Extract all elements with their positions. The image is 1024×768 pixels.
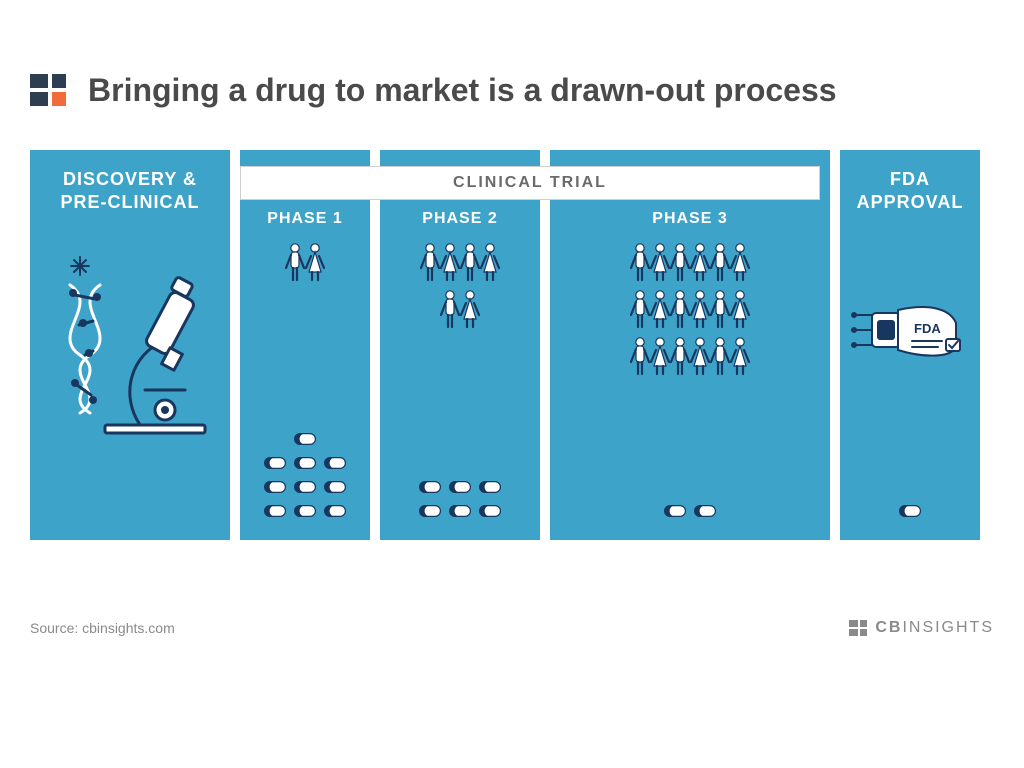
- panel-title-discovery: DISCOVERY & PRE-CLINICAL: [61, 168, 200, 215]
- footer-logo: CBINSIGHTS: [849, 618, 994, 638]
- panel-title-fda: FDA APPROVAL: [857, 168, 964, 215]
- phase1-people-icon: [285, 242, 325, 289]
- footer-brand-text: CBINSIGHTS: [875, 619, 994, 637]
- panel-phase3: PHASE 3: [550, 150, 830, 540]
- source-text: Source: cbinsights.com: [30, 620, 175, 636]
- phase3-label: PHASE 3: [652, 210, 727, 228]
- fda-pills-icon: [840, 504, 980, 522]
- svg-text:FDA: FDA: [914, 321, 941, 336]
- footer: Source: cbinsights.com CBINSIGHTS: [30, 618, 994, 638]
- header: Bringing a drug to market is a drawn-out…: [0, 0, 1024, 110]
- panel-fda: FDA APPROVAL FDA: [840, 150, 980, 540]
- phase3-people-icon: [630, 242, 750, 383]
- panel-phase2: PHASE 2: [380, 150, 540, 540]
- fda-chip-icon: FDA: [850, 295, 970, 380]
- phase2-label: PHASE 2: [422, 210, 497, 228]
- panel-row: DISCOVERY & PRE-CLINICAL: [0, 110, 1024, 540]
- cbinsights-logo-icon: [30, 70, 70, 110]
- clinical-trial-label: CLINICAL TRIAL: [453, 174, 607, 192]
- phase2-people-icon: [420, 242, 500, 336]
- phase2-pills-icon: [380, 480, 540, 522]
- phase3-pills-icon: [550, 504, 830, 522]
- clinical-trial-banner: CLINICAL TRIAL: [240, 166, 820, 200]
- panel-discovery: DISCOVERY & PRE-CLINICAL: [30, 150, 230, 540]
- microscope-dna-icon: [45, 245, 215, 450]
- phase1-label: PHASE 1: [267, 210, 342, 228]
- cbinsights-mark-icon: [849, 618, 869, 638]
- page-title: Bringing a drug to market is a drawn-out…: [88, 72, 837, 109]
- phase1-pills-icon: [240, 432, 370, 522]
- panel-phase1: PHASE 1: [240, 150, 370, 540]
